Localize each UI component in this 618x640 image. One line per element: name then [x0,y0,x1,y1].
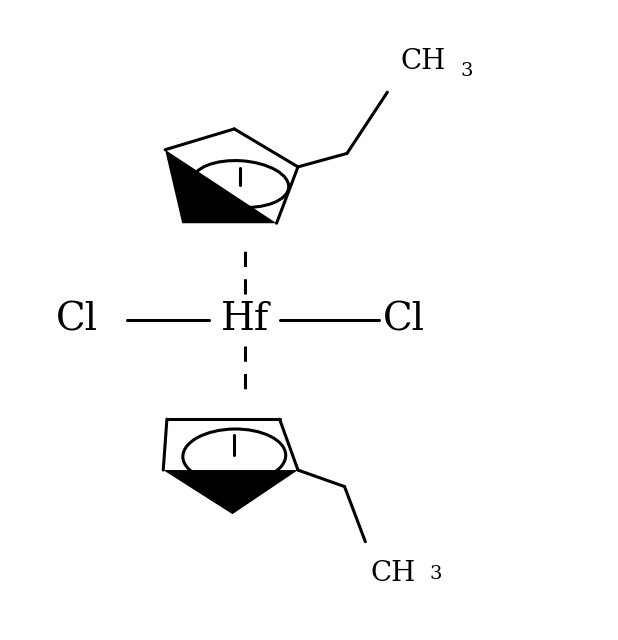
Text: CH: CH [401,48,446,75]
Polygon shape [163,470,298,514]
Polygon shape [165,150,276,223]
Text: Cl: Cl [383,301,425,339]
Text: 3: 3 [460,62,473,80]
Text: Cl: Cl [56,301,98,339]
Text: CH: CH [370,560,415,587]
Text: Hf: Hf [221,301,269,339]
Text: 3: 3 [430,565,442,583]
